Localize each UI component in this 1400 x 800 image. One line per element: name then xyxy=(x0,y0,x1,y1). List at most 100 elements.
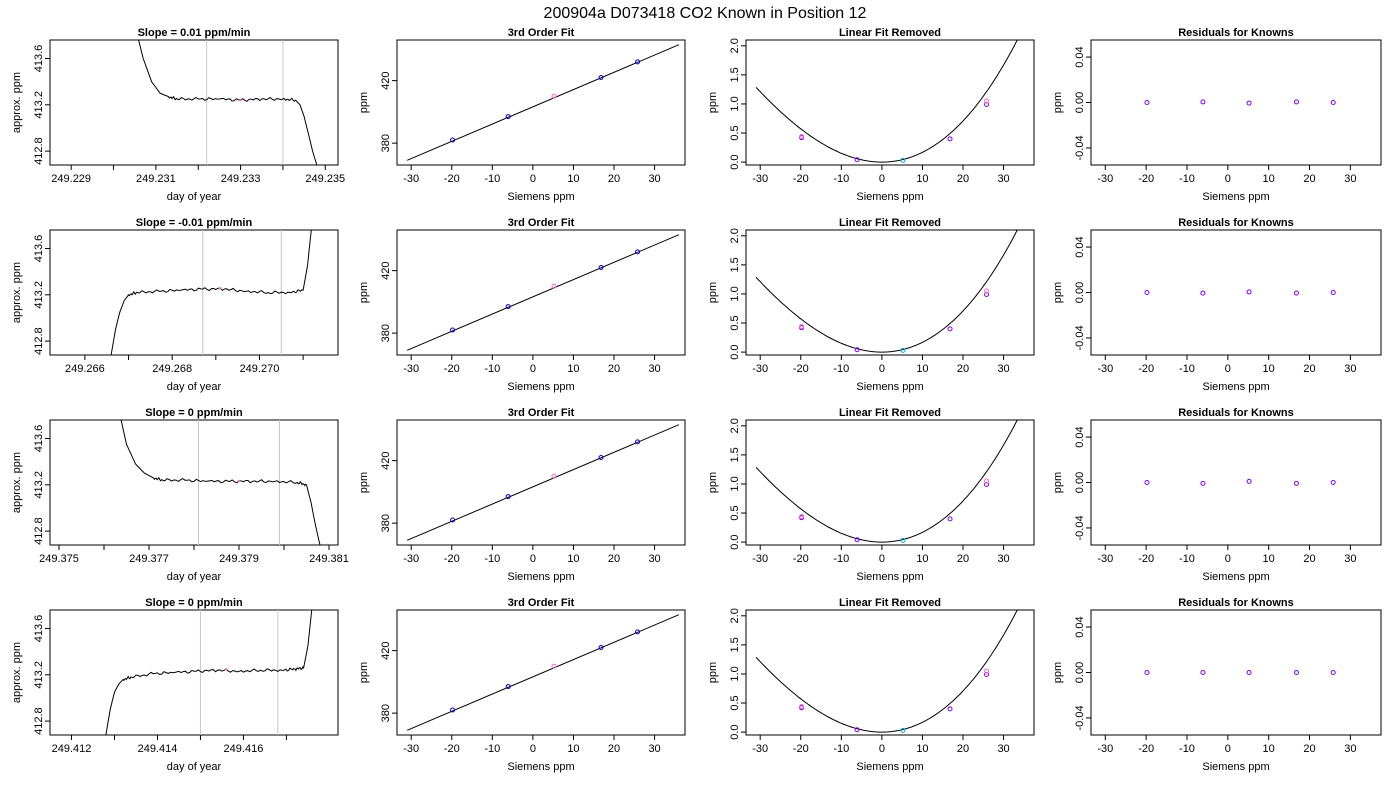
x-tick-label: 30 xyxy=(1344,173,1356,185)
x-tick-label: -10 xyxy=(1179,743,1195,755)
panel-2-3: Linear Fit Removed -30 -20 -10 0 10 20 30 0.0 0.5… xyxy=(707,217,1035,393)
y-tick-label: 413.2 xyxy=(33,281,45,309)
y-axis-label: ppm xyxy=(358,92,370,113)
data-point xyxy=(1293,99,1299,105)
x-tick-label: -30 xyxy=(1097,363,1113,375)
data-point xyxy=(551,663,557,669)
x-tick-label: 30 xyxy=(1344,743,1356,755)
fit-curve xyxy=(755,420,1018,543)
x-tick-label: 0 xyxy=(879,743,885,755)
y-tick-label: -0.04 xyxy=(1074,705,1086,730)
data-point xyxy=(635,439,641,445)
data-point xyxy=(450,707,456,713)
x-axis-label: Siemens ppm xyxy=(856,761,923,773)
x-tick-label: 20 xyxy=(957,363,969,375)
x-tick-label: 20 xyxy=(1303,553,1315,565)
x-tick-label: -20 xyxy=(793,173,809,185)
panel-title: Linear Fit Removed xyxy=(839,27,941,39)
x-axis-label: Siemens ppm xyxy=(856,571,923,583)
x-tick-label: -20 xyxy=(793,363,809,375)
y-tick-label: 2.0 xyxy=(729,228,741,243)
trace-marker xyxy=(225,667,228,671)
concentration-trace xyxy=(120,420,321,545)
y-tick-label: 0.00 xyxy=(1074,472,1086,493)
x-tick-label: 249.375 xyxy=(39,553,79,565)
x-tick-label: -20 xyxy=(793,553,809,565)
data-point xyxy=(1330,100,1336,105)
y-tick-label: 380 xyxy=(380,704,392,722)
panel-title: Slope = 0.01 ppm/min xyxy=(138,27,251,39)
x-tick-label: -10 xyxy=(833,363,849,375)
y-axis-label: approx. ppm xyxy=(11,262,23,323)
y-tick-label: 413.2 xyxy=(33,661,45,689)
panel-4-4: Residuals for Knowns -30 -20 -10 0 10 20 30 -0.0… xyxy=(1052,597,1382,773)
data-point xyxy=(799,324,805,330)
data-point xyxy=(1246,670,1252,675)
data-point xyxy=(505,304,511,310)
data-point xyxy=(900,347,906,353)
data-point xyxy=(900,157,906,163)
x-tick-label: -20 xyxy=(444,553,460,565)
x-tick-label: 0 xyxy=(879,173,885,185)
x-tick-label: 10 xyxy=(567,743,579,755)
x-tick-label: 0 xyxy=(1225,743,1231,755)
y-tick-label: 412.8 xyxy=(33,327,45,355)
x-tick-label: 30 xyxy=(648,553,660,565)
x-tick-label: 10 xyxy=(916,743,928,755)
x-tick-label: -10 xyxy=(1179,173,1195,185)
data-point xyxy=(900,727,906,733)
y-tick-label: 413.2 xyxy=(33,91,45,119)
y-axis-label: approx. ppm xyxy=(11,642,23,703)
plot-frame xyxy=(745,39,1035,166)
data-point xyxy=(551,473,557,479)
data-point xyxy=(1293,290,1299,296)
y-tick-label: -0.04 xyxy=(1074,325,1086,350)
y-axis-label: ppm xyxy=(707,662,719,683)
panel-title: Residuals for Knowns xyxy=(1178,217,1294,229)
concentration-trace xyxy=(110,230,312,355)
x-axis-label: day of year xyxy=(167,571,222,583)
x-tick-label: 30 xyxy=(648,363,660,375)
data-point xyxy=(1200,670,1206,675)
x-tick-label: -10 xyxy=(833,553,849,565)
plot-frame xyxy=(396,419,686,546)
y-tick-label: 0.0 xyxy=(729,344,741,359)
x-tick-label: -30 xyxy=(1097,553,1113,565)
x-tick-label: 10 xyxy=(1263,363,1275,375)
x-axis-label: day of year xyxy=(167,381,222,393)
panel-2-1: Slope = -0.01 ppm/min 249.266 249.268 249.2… xyxy=(11,217,339,393)
y-tick-label: 0.04 xyxy=(1074,46,1086,67)
x-tick-label: 10 xyxy=(1263,173,1275,185)
x-tick-label: 249.414 xyxy=(138,743,178,755)
panel-1-4: Residuals for Knowns -30 -20 -10 0 10 20 30 -0.0… xyxy=(1052,27,1382,203)
panel-1-1: Slope = 0.01 ppm/min 249.229 249.231 249.23… xyxy=(11,27,345,203)
x-tick-label: 10 xyxy=(916,363,928,375)
panel-1-3: Linear Fit Removed -30 -20 -10 0 10 20 30 0.0 0.5… xyxy=(707,27,1035,203)
x-axis-label: Siemens ppm xyxy=(507,191,574,203)
x-tick-label: 20 xyxy=(1303,173,1315,185)
x-axis-label: Siemens ppm xyxy=(1202,191,1269,203)
y-tick-label: 2.0 xyxy=(729,608,741,623)
y-tick-label: 1.5 xyxy=(729,257,741,272)
y-tick-label: 412.8 xyxy=(33,707,45,735)
y-tick-label: 0.0 xyxy=(729,154,741,169)
data-point xyxy=(1144,670,1150,675)
panel-3-1: Slope = 0 ppm/min 249.375 249.377 249.379 24… xyxy=(11,407,349,583)
y-axis-label: ppm xyxy=(358,282,370,303)
data-point xyxy=(1246,100,1252,106)
panel-title: Linear Fit Removed xyxy=(839,407,941,419)
x-tick-label: -30 xyxy=(752,553,768,565)
data-point xyxy=(984,482,990,488)
x-tick-label: 20 xyxy=(608,553,620,565)
x-tick-label: 249.416 xyxy=(224,743,264,755)
data-point xyxy=(635,249,641,255)
trace-marker xyxy=(239,98,242,102)
y-tick-label: 380 xyxy=(380,324,392,342)
x-tick-label: -10 xyxy=(484,173,500,185)
plot-frame xyxy=(396,609,686,736)
x-tick-label: -20 xyxy=(1138,363,1154,375)
concentration-trace xyxy=(105,610,313,735)
x-tick-label: 249.233 xyxy=(221,173,261,185)
data-point xyxy=(854,157,860,163)
x-tick-label: -30 xyxy=(1097,743,1113,755)
